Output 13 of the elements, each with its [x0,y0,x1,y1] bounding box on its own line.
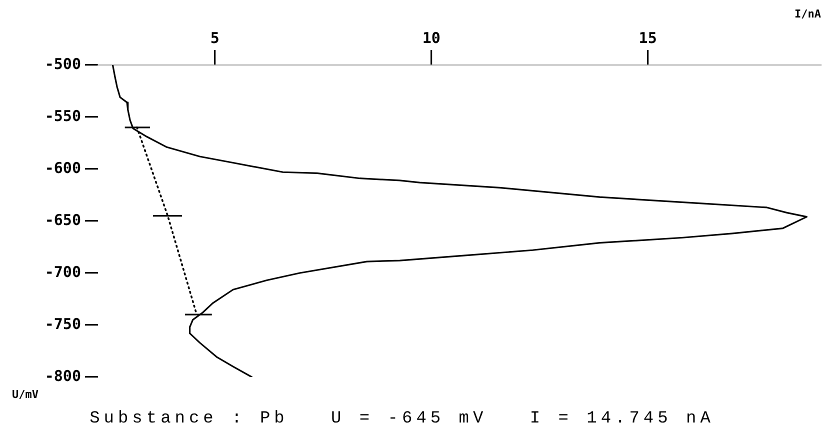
y-tick-label: -650 [44,210,81,229]
y-tick-label: -500 [44,54,81,73]
y-tick-label: -600 [44,158,81,177]
y-tick-label: -800 [44,366,81,385]
x-tick-label: 10 [422,28,440,47]
y-tick-label: -750 [44,314,81,333]
x-tick-label: 5 [210,28,220,47]
y-tick-label: -550 [44,106,81,125]
x-axis-title: I/nA [794,7,822,20]
y-axis-title: U/mV [12,388,39,401]
x-tick-label: 15 [638,28,657,47]
y-tick-label: -700 [44,262,81,281]
text: Substance : Pb U = -645 mV I = 14.745 nA [90,410,714,428]
